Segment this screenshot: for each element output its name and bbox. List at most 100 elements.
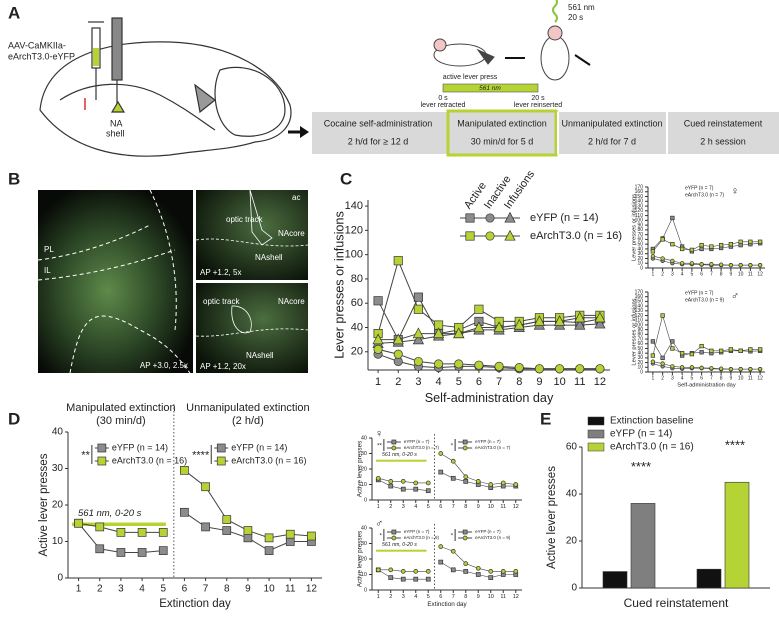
- marker: [462, 535, 468, 541]
- y-tick-label: 10: [361, 572, 367, 578]
- y-tick-label: 80: [637, 227, 643, 233]
- y-tick-label: 30: [637, 251, 643, 257]
- marker: [465, 213, 475, 223]
- x-tick-label: 10: [738, 271, 744, 277]
- marker: [463, 569, 469, 574]
- x-tick-label: 1: [375, 376, 381, 388]
- y-axis-label: Lever presses or infusions: [332, 211, 346, 359]
- marker: [718, 262, 724, 267]
- legend-label: eYFP (n = 14): [530, 212, 599, 224]
- series-line: [652, 255, 761, 266]
- legend-label: eArchT3.0 (n = 9): [685, 297, 724, 303]
- marker: [400, 569, 406, 574]
- marker: [438, 451, 444, 456]
- x-tick-label: 4: [139, 584, 145, 595]
- marker: [432, 327, 445, 339]
- x-tick-label: 1: [651, 271, 654, 277]
- marker: [201, 482, 210, 492]
- light-bar: [442, 83, 539, 93]
- x-tick-label: 4: [681, 375, 684, 381]
- x-tick-label: 6: [476, 376, 482, 388]
- marker: [400, 479, 406, 484]
- x-tick-label: 3: [671, 271, 674, 277]
- x-tick-label: 8: [516, 376, 522, 388]
- marker: [757, 239, 763, 244]
- marker: [728, 242, 734, 247]
- marker: [660, 256, 665, 261]
- y-tick-label: 150: [635, 299, 644, 305]
- marker: [650, 339, 656, 344]
- series-line: [652, 217, 761, 252]
- region-label: NAcore: [278, 297, 305, 306]
- x-tick-label: 1: [76, 584, 82, 595]
- rat-ear: [433, 38, 447, 52]
- x-tick-label: 11: [500, 504, 506, 510]
- virus-label: eArchT3.0-eYFP: [8, 51, 75, 61]
- significance: *: [451, 444, 454, 450]
- marker: [450, 458, 456, 464]
- x-tick-label: 2: [395, 376, 401, 388]
- marker: [463, 561, 469, 567]
- x-axis-label: Extinction day: [159, 598, 231, 610]
- significance: **: [377, 444, 382, 450]
- series-line: [378, 317, 600, 341]
- x-tick-label: 10: [264, 584, 276, 595]
- series-line: [377, 353, 600, 370]
- marker: [679, 351, 685, 356]
- marker: [391, 529, 397, 535]
- outline: [69, 315, 191, 374]
- x-tick-label: 8: [464, 594, 467, 600]
- x-tick-label: 11: [748, 375, 753, 381]
- marker: [375, 567, 381, 573]
- sex-symbol: ♀: [731, 185, 739, 197]
- marker: [670, 339, 675, 344]
- marker: [699, 365, 704, 370]
- legend-label: eYFP (n = 14): [231, 442, 287, 452]
- legend-label: eArchT3.0 (n = 7): [685, 192, 724, 198]
- x-tick-label: 12: [757, 375, 763, 381]
- sex-symbol: ♂: [731, 290, 739, 302]
- y-tick-label: 40: [52, 427, 64, 438]
- legend-label: eArchT3.0 (n = 16): [231, 455, 306, 465]
- lever: [476, 48, 495, 65]
- marker: [393, 349, 403, 359]
- panel-label: D: [8, 409, 20, 428]
- marker: [660, 355, 665, 361]
- region-label: IL: [44, 266, 51, 275]
- marker: [438, 559, 444, 565]
- x-tick-label: 1: [651, 375, 654, 381]
- x-tick-label: 2: [97, 584, 103, 595]
- marker: [718, 348, 724, 353]
- region-label: ac: [292, 193, 300, 202]
- marker: [679, 246, 685, 252]
- marker: [450, 548, 456, 554]
- y-tick-label: 140: [635, 199, 644, 205]
- marker: [453, 327, 465, 339]
- region-outlines: [37, 189, 191, 374]
- marker: [689, 247, 695, 253]
- marker: [388, 483, 394, 489]
- x-tick-label: 5: [427, 504, 430, 510]
- marker: [180, 507, 189, 517]
- marker: [748, 347, 753, 352]
- part-title: Manipulated extinction: [66, 402, 175, 414]
- y-tick-label: 40: [361, 435, 367, 441]
- marker: [650, 249, 656, 254]
- x-tick-label: 4: [414, 594, 417, 600]
- marker: [180, 465, 189, 475]
- marker: [400, 486, 406, 492]
- marker: [689, 261, 695, 266]
- legend-label: eYFP (n = 14): [112, 442, 168, 452]
- y-axis-label: Active lever presses: [546, 466, 558, 569]
- marker: [264, 533, 274, 543]
- x-tick-label: 1: [377, 594, 380, 600]
- y-tick-label: 150: [635, 194, 644, 200]
- marker: [574, 311, 586, 323]
- x-tick-label: 6: [439, 594, 442, 600]
- legend-label: eYFP (n = 7): [685, 290, 714, 296]
- x-tick-label: 7: [452, 594, 455, 600]
- legend-label: eArchT3.0 (n = 7): [475, 445, 511, 450]
- image-caption: AP +3.0, 2.5x: [140, 361, 188, 370]
- marker: [689, 365, 695, 370]
